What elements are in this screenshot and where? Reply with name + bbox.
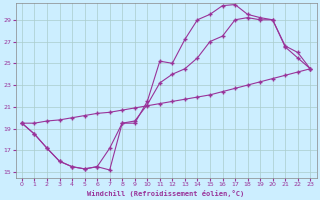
X-axis label: Windchill (Refroidissement éolien,°C): Windchill (Refroidissement éolien,°C) <box>87 190 245 197</box>
